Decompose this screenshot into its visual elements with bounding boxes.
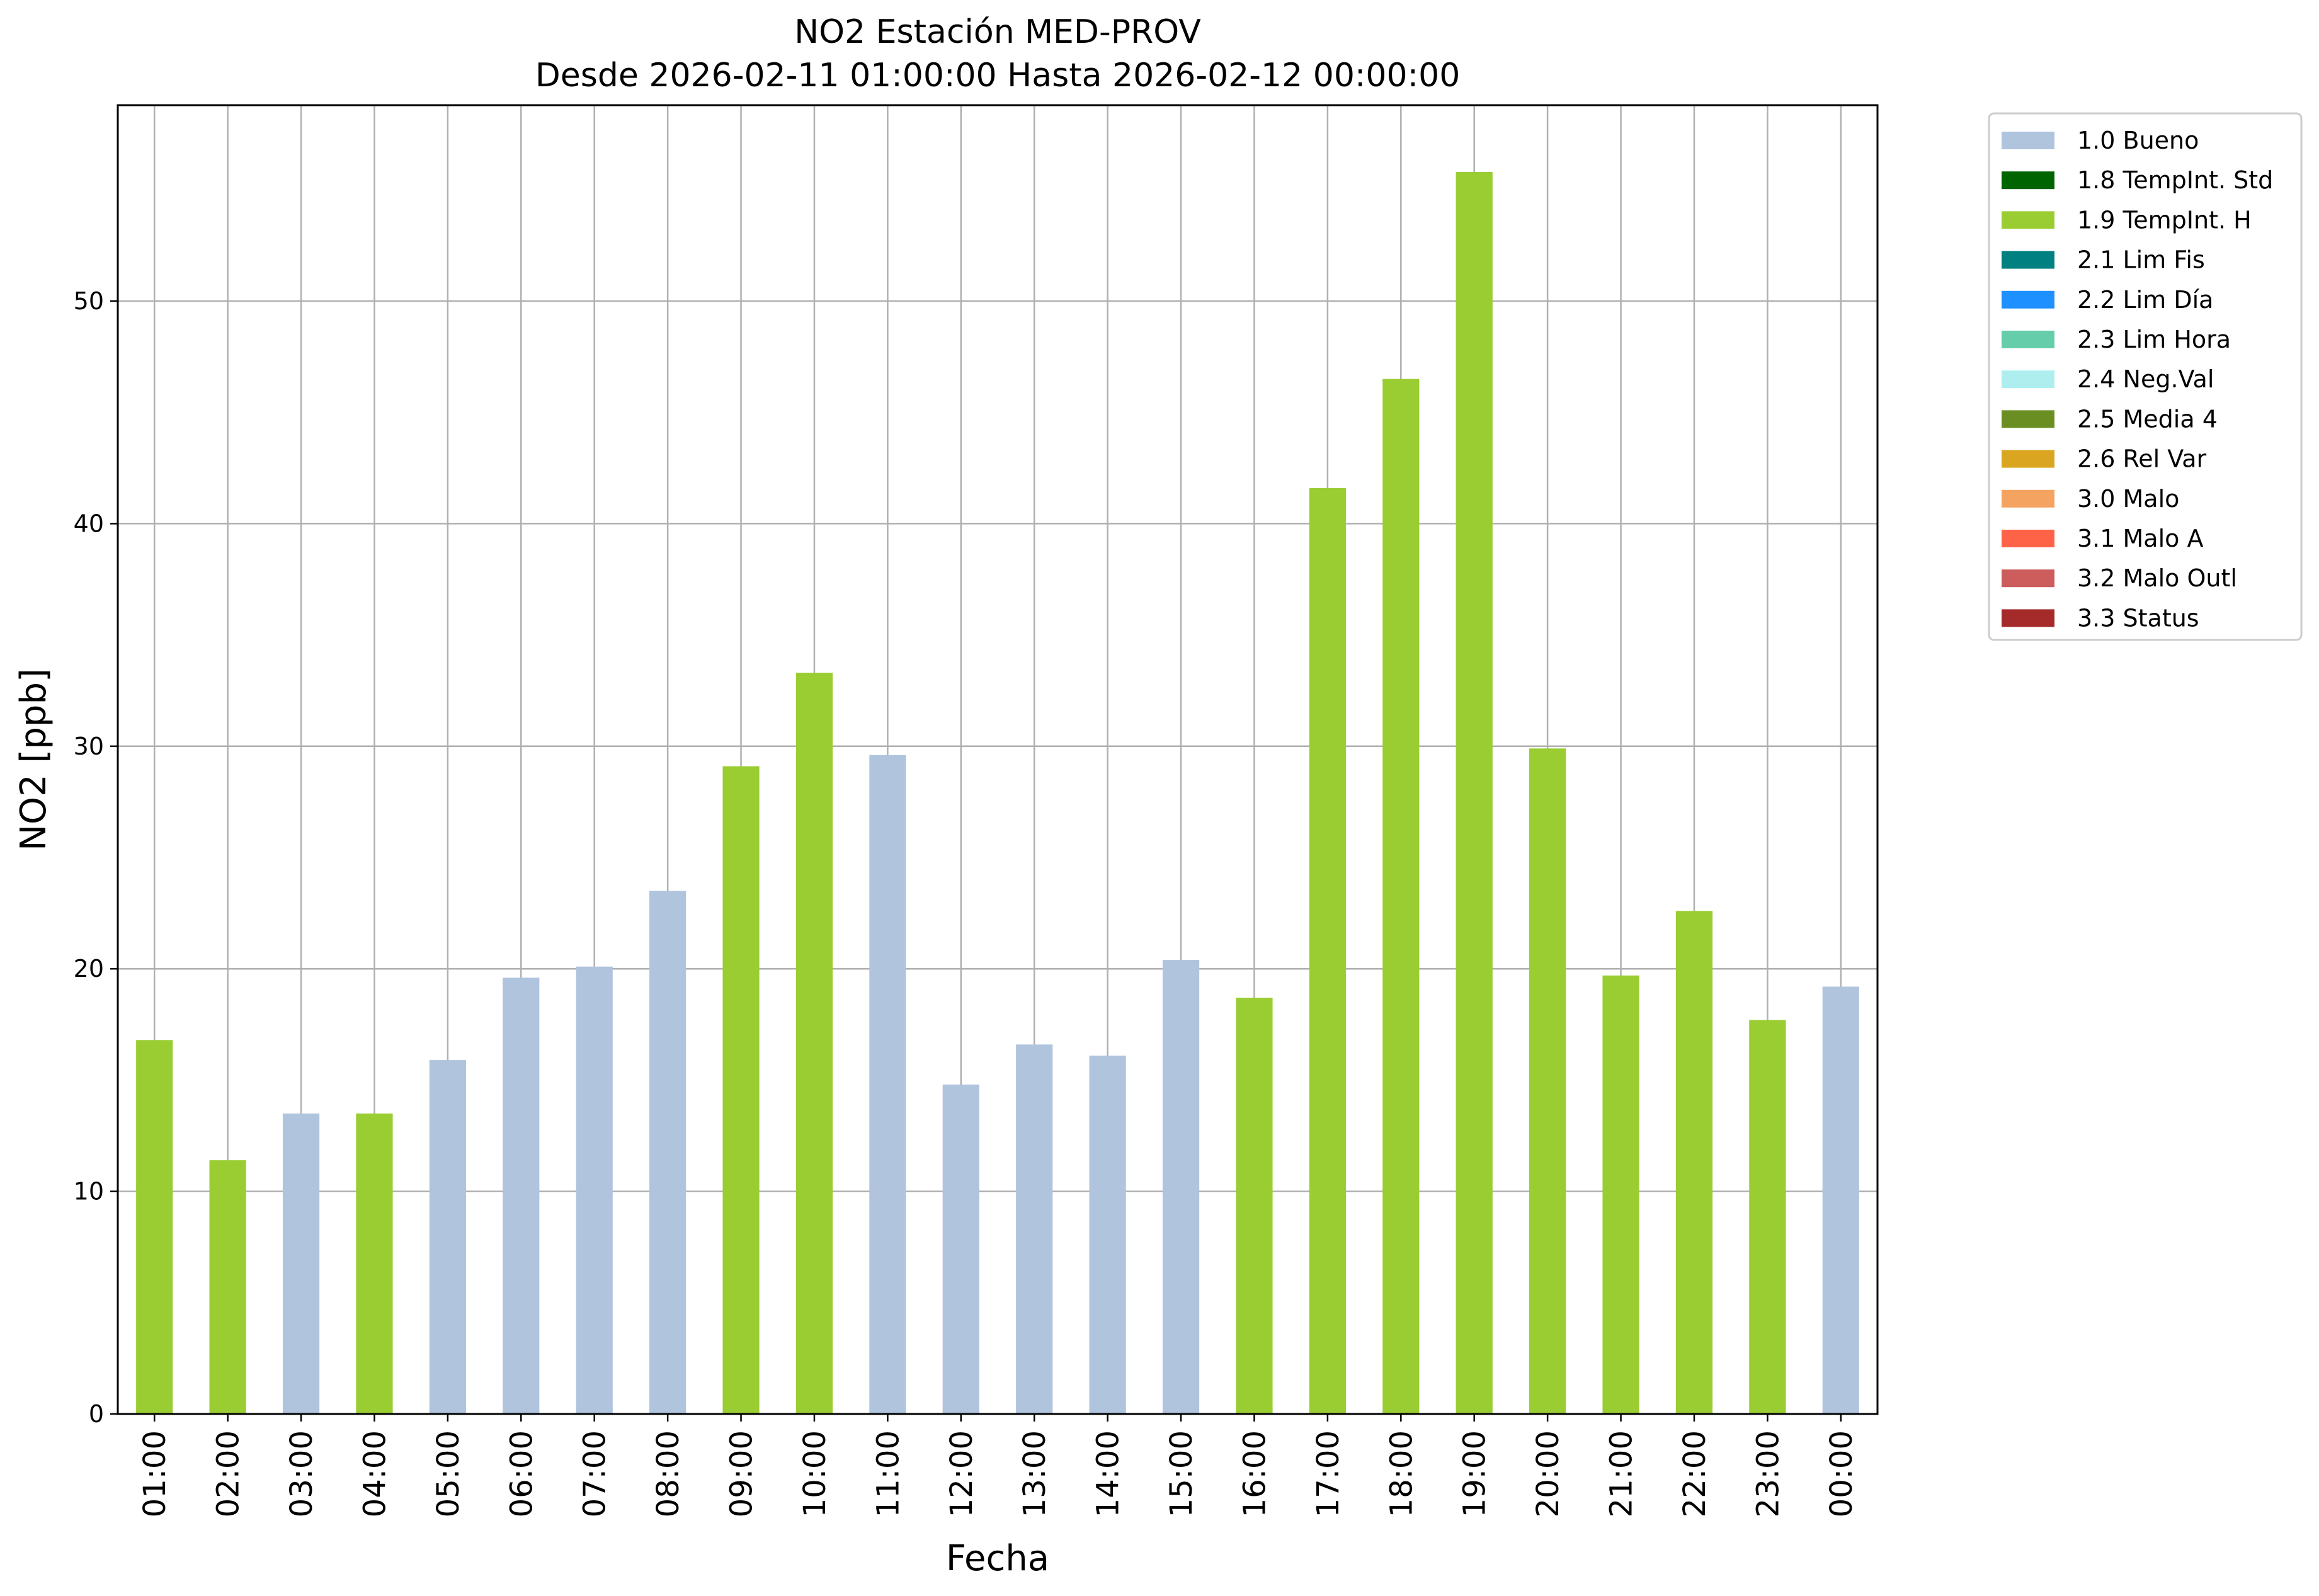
legend-swatch [2002, 171, 2054, 190]
x-tick-label: 10:00 [797, 1430, 833, 1517]
bar [429, 1060, 466, 1414]
x-tick-label: 04:00 [357, 1430, 392, 1517]
legend-swatch [2002, 251, 2054, 269]
legend-label: 2.1 Lim Fis [2077, 246, 2205, 274]
x-tick-label: 02:00 [211, 1430, 246, 1517]
legend-swatch [2002, 609, 2054, 627]
bar [649, 891, 687, 1414]
legend-swatch [2002, 489, 2054, 508]
chart-title: NO2 Estación MED-PROV [794, 13, 1201, 51]
bar [1089, 1056, 1126, 1414]
bar [869, 755, 906, 1414]
y-tick-label: 30 [74, 732, 104, 760]
legend-label: 3.1 Malo A [2077, 525, 2203, 552]
bar [1602, 975, 1639, 1414]
legend-label: 2.5 Media 4 [2077, 405, 2218, 433]
legend-swatch [2002, 410, 2054, 428]
bar [1456, 172, 1493, 1415]
x-tick-label: 11:00 [870, 1430, 906, 1517]
legend-swatch [2002, 450, 2054, 468]
x-axis-ticks: 01:00 02:00 03:00 04:00 05:00 06:00 07:00 08:00… [137, 1414, 1859, 1517]
legend-swatch [2002, 331, 2054, 348]
legend-label: 1.9 TempInt. H [2077, 206, 2252, 234]
legend-swatch [2002, 132, 2054, 149]
legend-label: 1.8 TempInt. Std [2077, 166, 2273, 194]
legend-swatch [2002, 211, 2054, 229]
legend-label: 2.4 Neg.Val [2077, 365, 2214, 393]
legend-label: 1.0 Bueno [2077, 127, 2199, 154]
legend-label: 3.3 Status [2077, 604, 2199, 632]
bar [356, 1113, 393, 1414]
x-axis-label: Fecha [946, 1538, 1049, 1579]
legend-label: 3.0 Malo [2077, 485, 2179, 513]
legend-swatch [2002, 370, 2054, 389]
y-tick-label: 0 [89, 1400, 104, 1428]
legend-label: 2.3 Lim Hora [2077, 326, 2231, 353]
x-tick-label: 23:00 [1750, 1430, 1786, 1517]
legend: 1.0 Bueno 1.8 TempInt. Std 1.9 TempInt. H 2… [1988, 112, 2303, 641]
legend-frame [1988, 112, 2303, 641]
x-tick-label: 13:00 [1017, 1430, 1052, 1517]
legend-swatch [2002, 530, 2054, 547]
bar [1309, 487, 1346, 1414]
x-tick-label: 21:00 [1604, 1430, 1639, 1517]
bar [1236, 998, 1273, 1414]
x-tick-label: 18:00 [1384, 1430, 1419, 1517]
y-tick-label: 50 [74, 287, 104, 315]
bar [795, 673, 833, 1414]
bar [1749, 1020, 1786, 1414]
bar [503, 978, 540, 1414]
x-tick-label: 03:00 [284, 1430, 319, 1517]
x-tick-label: 16:00 [1237, 1430, 1272, 1517]
y-axis-ticks: 0 10 20 30 40 50 [74, 287, 118, 1428]
legend-label: 2.2 Lim Día [2077, 286, 2213, 314]
bar [209, 1160, 246, 1414]
y-tick-label: 10 [74, 1178, 104, 1206]
bars [136, 172, 1859, 1415]
x-tick-label: 15:00 [1164, 1430, 1199, 1517]
legend-swatch [2002, 290, 2054, 309]
plot-frame [117, 104, 1879, 1415]
bar [1016, 1044, 1053, 1414]
x-tick-label: 12:00 [944, 1430, 979, 1517]
x-tick-label: 05:00 [431, 1430, 466, 1517]
x-tick-label: 20:00 [1530, 1430, 1566, 1517]
bar [1162, 960, 1200, 1414]
bar [1822, 986, 1859, 1414]
bar [1382, 379, 1420, 1415]
y-tick-label: 20 [74, 955, 104, 983]
bar [1675, 911, 1713, 1414]
bar [722, 766, 760, 1414]
x-tick-label: 01:00 [137, 1430, 173, 1517]
x-tick-label: 09:00 [724, 1430, 760, 1517]
x-tick-label: 17:00 [1311, 1430, 1346, 1517]
bar [576, 966, 613, 1414]
legend-swatch [2002, 569, 2054, 588]
y-axis-label: NO2 [ppb] [13, 668, 54, 851]
chart-subtitle: Desde 2026-02-11 01:00:00 Hasta 2026-02-… [535, 57, 1461, 94]
x-tick-label: 06:00 [504, 1430, 539, 1517]
x-tick-label: 19:00 [1457, 1430, 1493, 1517]
bar [136, 1040, 173, 1414]
legend-label: 3.2 Malo Outl [2077, 564, 2237, 592]
x-tick-label: 14:00 [1091, 1430, 1126, 1517]
bar [282, 1113, 320, 1414]
x-tick-label: 08:00 [651, 1430, 686, 1517]
y-tick-label: 40 [74, 510, 104, 537]
x-tick-label: 00:00 [1824, 1430, 1859, 1517]
x-tick-label: 07:00 [578, 1430, 613, 1517]
legend-label: 2.6 Rel Var [2077, 445, 2207, 473]
bar [1529, 748, 1566, 1414]
x-tick-label: 22:00 [1677, 1430, 1712, 1517]
bar [942, 1084, 979, 1414]
